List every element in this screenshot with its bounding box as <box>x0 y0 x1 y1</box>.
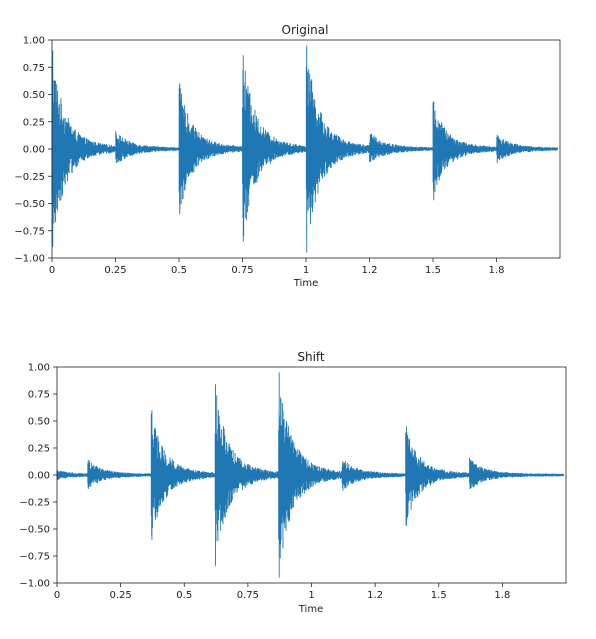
x-tick-label: 0.5 <box>176 590 192 601</box>
x-tick-label: 1.2 <box>362 265 378 276</box>
y-tick-label: −0.25 <box>14 172 45 183</box>
x-tick-label: 0 <box>54 590 60 601</box>
x-tick-label: 1.8 <box>489 265 505 276</box>
x-tick-label: 0 <box>49 265 55 276</box>
y-tick-label: −0.50 <box>19 525 50 536</box>
x-tick-label: 0.25 <box>104 265 126 276</box>
chart-title: Shift <box>297 350 325 364</box>
x-tick-label: 1.5 <box>431 590 447 601</box>
y-tick-label: −0.75 <box>14 226 45 237</box>
x-tick-label: 0.5 <box>171 265 187 276</box>
x-axis: 0 0.25 0.5 0.75 1 1.2 1.5 1.8 <box>49 258 505 276</box>
y-tick-label: −0.75 <box>19 552 50 563</box>
x-tick-label: 1 <box>303 265 309 276</box>
y-tick-label: 0.75 <box>23 63 45 74</box>
y-tick-label: 0.50 <box>28 417 50 428</box>
x-tick-label: 0.75 <box>231 265 253 276</box>
y-tick-label: 0.50 <box>23 90 45 101</box>
x-axis-label: Time <box>293 278 318 289</box>
y-tick-label: 0.25 <box>23 117 45 128</box>
x-tick-label: 1.2 <box>367 590 383 601</box>
x-axis-label: Time <box>298 604 323 615</box>
y-tick-label: −0.50 <box>14 199 45 210</box>
chart-title: Original <box>282 23 329 37</box>
chart-original: Original 0 0.25 0.5 0.75 1 1.2 1.5 1.8 1.00 0.75… <box>14 23 561 289</box>
y-tick-label: 1.00 <box>28 363 50 374</box>
chart-shift: Shift 0 0.25 0.5 0.75 1 1.2 1.5 1.8 1.00 0.75 0.5… <box>19 350 567 615</box>
x-tick-label: 1.8 <box>494 590 510 601</box>
y-tick-label: −1.00 <box>14 254 45 265</box>
y-tick-label: 0.00 <box>28 471 50 482</box>
y-axis: 1.00 0.75 0.50 0.25 0.00 −0.25 −0.50 −0.75 −1.00 <box>14 36 52 265</box>
y-tick-label: 0.25 <box>28 444 50 455</box>
waveform <box>56 372 564 578</box>
y-axis: 1.00 0.75 0.50 0.25 0.00 −0.25 −0.50 −0.75 −1.00 <box>19 363 57 590</box>
x-tick-label: 1.5 <box>425 265 441 276</box>
y-tick-label: −1.00 <box>19 579 50 590</box>
x-axis: 0 0.25 0.5 0.75 1 1.2 1.5 1.8 <box>54 583 510 601</box>
waveform <box>51 45 558 253</box>
y-tick-label: 0.75 <box>28 390 50 401</box>
y-tick-label: −0.25 <box>19 498 50 509</box>
y-tick-label: 0.00 <box>23 145 45 156</box>
x-tick-label: 0.25 <box>109 590 131 601</box>
x-tick-label: 1 <box>308 590 314 601</box>
x-tick-label: 0.75 <box>237 590 259 601</box>
y-tick-label: 1.00 <box>23 36 45 47</box>
